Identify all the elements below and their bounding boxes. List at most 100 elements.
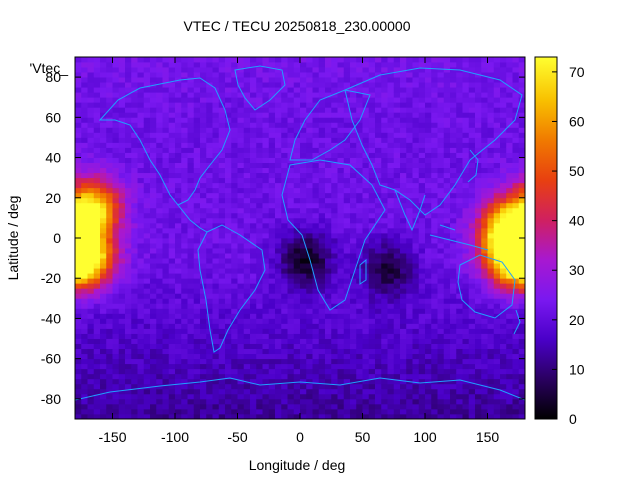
heatmap-cell	[475, 87, 482, 93]
heatmap-cell	[200, 127, 207, 133]
heatmap-cell	[250, 363, 257, 370]
heatmap-cell	[75, 343, 82, 350]
heatmap-cell	[368, 122, 376, 128]
heatmap-cell	[306, 278, 313, 284]
heatmap-cell	[468, 67, 476, 73]
heatmap-cell	[168, 348, 176, 355]
heatmap-cell	[475, 117, 482, 123]
heatmap-cell	[406, 97, 413, 103]
heatmap-cell	[287, 227, 295, 234]
heatmap-cell	[487, 238, 495, 244]
heatmap-cell	[212, 77, 220, 83]
heatmap-cell	[275, 273, 282, 279]
heatmap-cell	[368, 368, 376, 375]
heatmap-cell	[443, 298, 451, 304]
heatmap-cell	[262, 288, 270, 294]
heatmap-cell	[481, 127, 488, 133]
heatmap-cell	[481, 248, 488, 254]
heatmap-cell	[418, 102, 426, 108]
heatmap-cell	[212, 192, 220, 199]
heatmap-cell	[418, 62, 426, 68]
heatmap-cell	[212, 72, 220, 78]
heatmap-cell	[268, 232, 276, 239]
heatmap-cell	[287, 117, 295, 123]
heatmap-cell	[362, 398, 370, 405]
heatmap-cell	[250, 288, 257, 294]
heatmap-cell	[193, 353, 201, 360]
heatmap-cell	[162, 298, 170, 304]
heatmap-cell	[506, 363, 513, 370]
heatmap-cell	[81, 207, 88, 214]
heatmap-cell	[400, 227, 407, 234]
heatmap-cell	[293, 197, 301, 204]
heatmap-cell	[393, 313, 401, 319]
heatmap-cell	[131, 167, 138, 174]
heatmap-cell	[81, 383, 88, 390]
heatmap-cell	[218, 388, 226, 395]
heatmap-cell	[500, 393, 507, 400]
heatmap-cell	[187, 353, 195, 360]
heatmap-cell	[300, 97, 307, 103]
heatmap-cell	[168, 273, 176, 279]
heatmap-cell	[250, 192, 257, 199]
heatmap-cell	[75, 232, 82, 239]
heatmap-cell	[468, 117, 476, 123]
heatmap-cell	[300, 167, 307, 174]
heatmap-cell	[381, 313, 388, 319]
heatmap-cell	[312, 338, 320, 344]
heatmap-cell	[493, 162, 501, 169]
heatmap-cell	[425, 298, 432, 304]
heatmap-cell	[387, 167, 395, 174]
heatmap-cell	[462, 383, 470, 390]
heatmap-cell	[393, 303, 401, 309]
heatmap-cell	[293, 232, 301, 239]
heatmap-cell	[393, 268, 401, 274]
heatmap-cell	[368, 152, 376, 158]
heatmap-cell	[356, 192, 363, 199]
heatmap-cell	[281, 142, 288, 148]
heatmap-cell	[393, 87, 401, 93]
heatmap-cell	[393, 298, 401, 304]
heatmap-cell	[387, 388, 395, 395]
heatmap-cell	[487, 303, 495, 309]
heatmap-cell	[331, 243, 338, 249]
heatmap-cell	[456, 343, 463, 350]
heatmap-cell	[193, 388, 201, 395]
heatmap-cell	[406, 102, 413, 108]
heatmap-cell	[231, 57, 238, 63]
heatmap-cell	[118, 393, 126, 400]
heatmap-cell	[487, 102, 495, 108]
heatmap-cell	[168, 328, 176, 334]
heatmap-cell	[225, 92, 232, 98]
heatmap-cell	[475, 62, 482, 68]
heatmap-cell	[468, 137, 476, 143]
heatmap-cell	[437, 323, 445, 329]
heatmap-cell	[493, 273, 501, 279]
heatmap-cell	[331, 87, 338, 93]
heatmap-cell	[475, 182, 482, 189]
heatmap-cell	[493, 283, 501, 289]
heatmap-cell	[337, 288, 345, 294]
heatmap-cell	[375, 232, 382, 239]
heatmap-cell	[506, 333, 513, 339]
heatmap-cell	[181, 192, 188, 199]
heatmap-cell	[425, 303, 432, 309]
heatmap-cell	[325, 192, 332, 199]
heatmap-cell	[237, 393, 245, 400]
heatmap-cell	[493, 243, 501, 249]
heatmap-cell	[175, 142, 182, 148]
heatmap-cell	[462, 343, 470, 350]
heatmap-cell	[431, 343, 438, 350]
heatmap-cell	[231, 288, 238, 294]
heatmap-cell	[162, 368, 170, 375]
heatmap-cell	[381, 72, 388, 78]
heatmap-cell	[281, 132, 288, 138]
heatmap-cell	[181, 318, 188, 324]
heatmap-cell	[506, 388, 513, 395]
heatmap-cell	[137, 232, 145, 239]
heatmap-cell	[237, 62, 245, 68]
heatmap-cell	[318, 77, 326, 83]
heatmap-cell	[381, 273, 388, 279]
heatmap-cell	[325, 127, 332, 133]
heatmap-cell	[168, 263, 176, 269]
